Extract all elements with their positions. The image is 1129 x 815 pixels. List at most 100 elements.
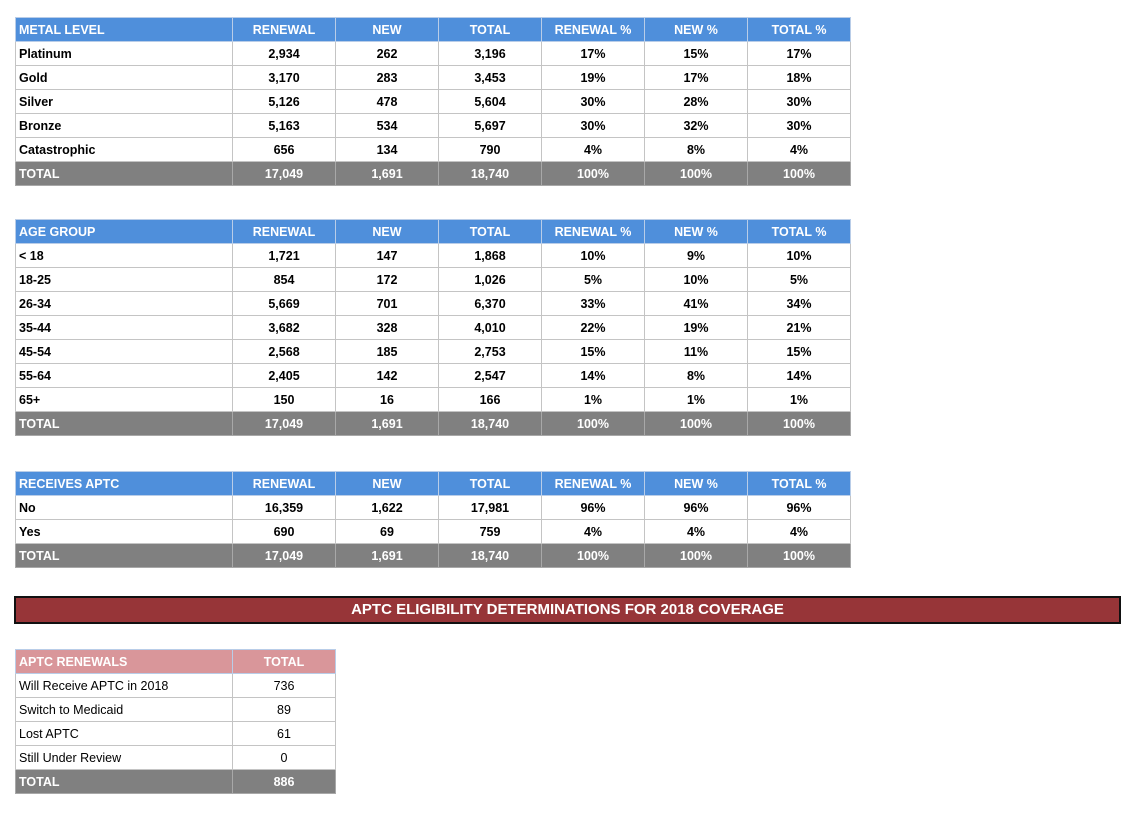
table-cell: No — [15, 495, 233, 520]
table-cell: 262 — [335, 41, 439, 66]
table-cell: 96% — [541, 495, 645, 520]
aptc-renewals-table: APTC RENEWALS TOTAL Will Receive APTC in 2… — [15, 649, 336, 794]
table-cell: Bronze — [15, 113, 233, 138]
table-cell: 10% — [747, 243, 851, 268]
table-cell: 17,049 — [232, 161, 336, 186]
column-header: TOTAL % — [747, 471, 851, 496]
column-header: RENEWAL % — [541, 471, 645, 496]
table-cell: 5,163 — [232, 113, 336, 138]
table-cell: 22% — [541, 315, 645, 340]
table-cell: 26-34 — [15, 291, 233, 316]
table-cell: 55-64 — [15, 363, 233, 388]
table-cell: 35-44 — [15, 315, 233, 340]
table-row: Gold 3,170 283 3,453 19% 17% 18% — [15, 65, 851, 90]
table-cell: 19% — [541, 65, 645, 90]
table-cell: 11% — [644, 339, 748, 364]
table-cell: Yes — [15, 519, 233, 544]
table-cell: 10% — [541, 243, 645, 268]
table-cell: 1% — [747, 387, 851, 412]
table-cell: 736 — [232, 673, 336, 698]
table-cell: 96% — [747, 495, 851, 520]
column-header: RENEWAL % — [541, 219, 645, 244]
table-cell: 142 — [335, 363, 439, 388]
table-cell: 328 — [335, 315, 439, 340]
table-cell: 14% — [747, 363, 851, 388]
table-cell: 15% — [747, 339, 851, 364]
table-cell: 100% — [644, 161, 748, 186]
table-cell: 34% — [747, 291, 851, 316]
table-row: Lost APTC 61 — [15, 721, 336, 746]
table-cell: 30% — [747, 89, 851, 114]
table-cell: 15% — [644, 41, 748, 66]
column-header: TOTAL % — [747, 17, 851, 42]
table-cell: 854 — [232, 267, 336, 292]
table-cell: Will Receive APTC in 2018 — [15, 673, 233, 698]
table-cell: Catastrophic — [15, 137, 233, 162]
column-header: RENEWAL — [232, 471, 336, 496]
table-cell: 14% — [541, 363, 645, 388]
table-cell: 18% — [747, 65, 851, 90]
table-cell: 17% — [541, 41, 645, 66]
column-header: METAL LEVEL — [15, 17, 233, 42]
table-cell: 17% — [747, 41, 851, 66]
column-header: TOTAL — [438, 17, 542, 42]
column-header: NEW % — [644, 219, 748, 244]
table-cell: 100% — [644, 543, 748, 568]
table-row: Silver 5,126 478 5,604 30% 28% 30% — [15, 89, 851, 114]
table-cell: 100% — [541, 543, 645, 568]
table-cell: 65+ — [15, 387, 233, 412]
column-header: RENEWAL — [232, 17, 336, 42]
table-cell: 30% — [541, 89, 645, 114]
table-cell: 89 — [232, 697, 336, 722]
table-cell: 100% — [644, 411, 748, 436]
total-row: TOTAL 17,049 1,691 18,740 100% 100% 100% — [15, 161, 851, 186]
table-cell: 96% — [644, 495, 748, 520]
table-cell: 4% — [541, 519, 645, 544]
table-cell: 172 — [335, 267, 439, 292]
table-cell: 3,170 — [232, 65, 336, 90]
table-cell: 1,622 — [335, 495, 439, 520]
total-row: TOTAL 17,049 1,691 18,740 100% 100% 100% — [15, 543, 851, 568]
table-cell: 69 — [335, 519, 439, 544]
table-cell: Silver — [15, 89, 233, 114]
table-cell: 3,196 — [438, 41, 542, 66]
table-row: Bronze 5,163 534 5,697 30% 32% 30% — [15, 113, 851, 138]
table-cell: 2,568 — [232, 339, 336, 364]
column-header: TOTAL — [232, 649, 336, 674]
table-cell: 690 — [232, 519, 336, 544]
total-row: TOTAL 17,049 1,691 18,740 100% 100% 100% — [15, 411, 851, 436]
table-cell: 100% — [541, 411, 645, 436]
table-row: Platinum 2,934 262 3,196 17% 15% 17% — [15, 41, 851, 66]
table-cell: 5,126 — [232, 89, 336, 114]
header-row: AGE GROUP RENEWAL NEW TOTAL RENEWAL % NEW % TO… — [15, 219, 851, 244]
table-cell: 100% — [541, 161, 645, 186]
column-header: NEW % — [644, 17, 748, 42]
table-cell: 534 — [335, 113, 439, 138]
table-cell: 21% — [747, 315, 851, 340]
table-cell: 17% — [644, 65, 748, 90]
table-cell: 1,691 — [335, 543, 439, 568]
header-row: METAL LEVEL RENEWAL NEW TOTAL RENEWAL % NEW %… — [15, 17, 851, 42]
table-cell: 100% — [747, 161, 851, 186]
table-row: Switch to Medicaid 89 — [15, 697, 336, 722]
column-header: AGE GROUP — [15, 219, 233, 244]
table-cell: 147 — [335, 243, 439, 268]
table-cell: 17,049 — [232, 411, 336, 436]
table-cell: 17,049 — [232, 543, 336, 568]
section-banner: APTC ELIGIBILITY DETERMINATIONS FOR 2018… — [14, 596, 1121, 624]
table-cell: 9% — [644, 243, 748, 268]
table-cell: < 18 — [15, 243, 233, 268]
table-cell: 100% — [747, 543, 851, 568]
table-cell: 6,370 — [438, 291, 542, 316]
table-cell: 1% — [644, 387, 748, 412]
header-row: APTC RENEWALS TOTAL — [15, 649, 336, 674]
table-cell: 2,405 — [232, 363, 336, 388]
table-cell: 8% — [644, 137, 748, 162]
table-cell: 5% — [747, 267, 851, 292]
table-cell: 701 — [335, 291, 439, 316]
table-row: 65+ 150 16 166 1% 1% 1% — [15, 387, 851, 412]
table-row: 35-44 3,682 328 4,010 22% 19% 21% — [15, 315, 851, 340]
table-cell: 18,740 — [438, 161, 542, 186]
age-group-table: AGE GROUP RENEWAL NEW TOTAL RENEWAL % NEW % TO… — [15, 219, 851, 436]
column-header: NEW % — [644, 471, 748, 496]
